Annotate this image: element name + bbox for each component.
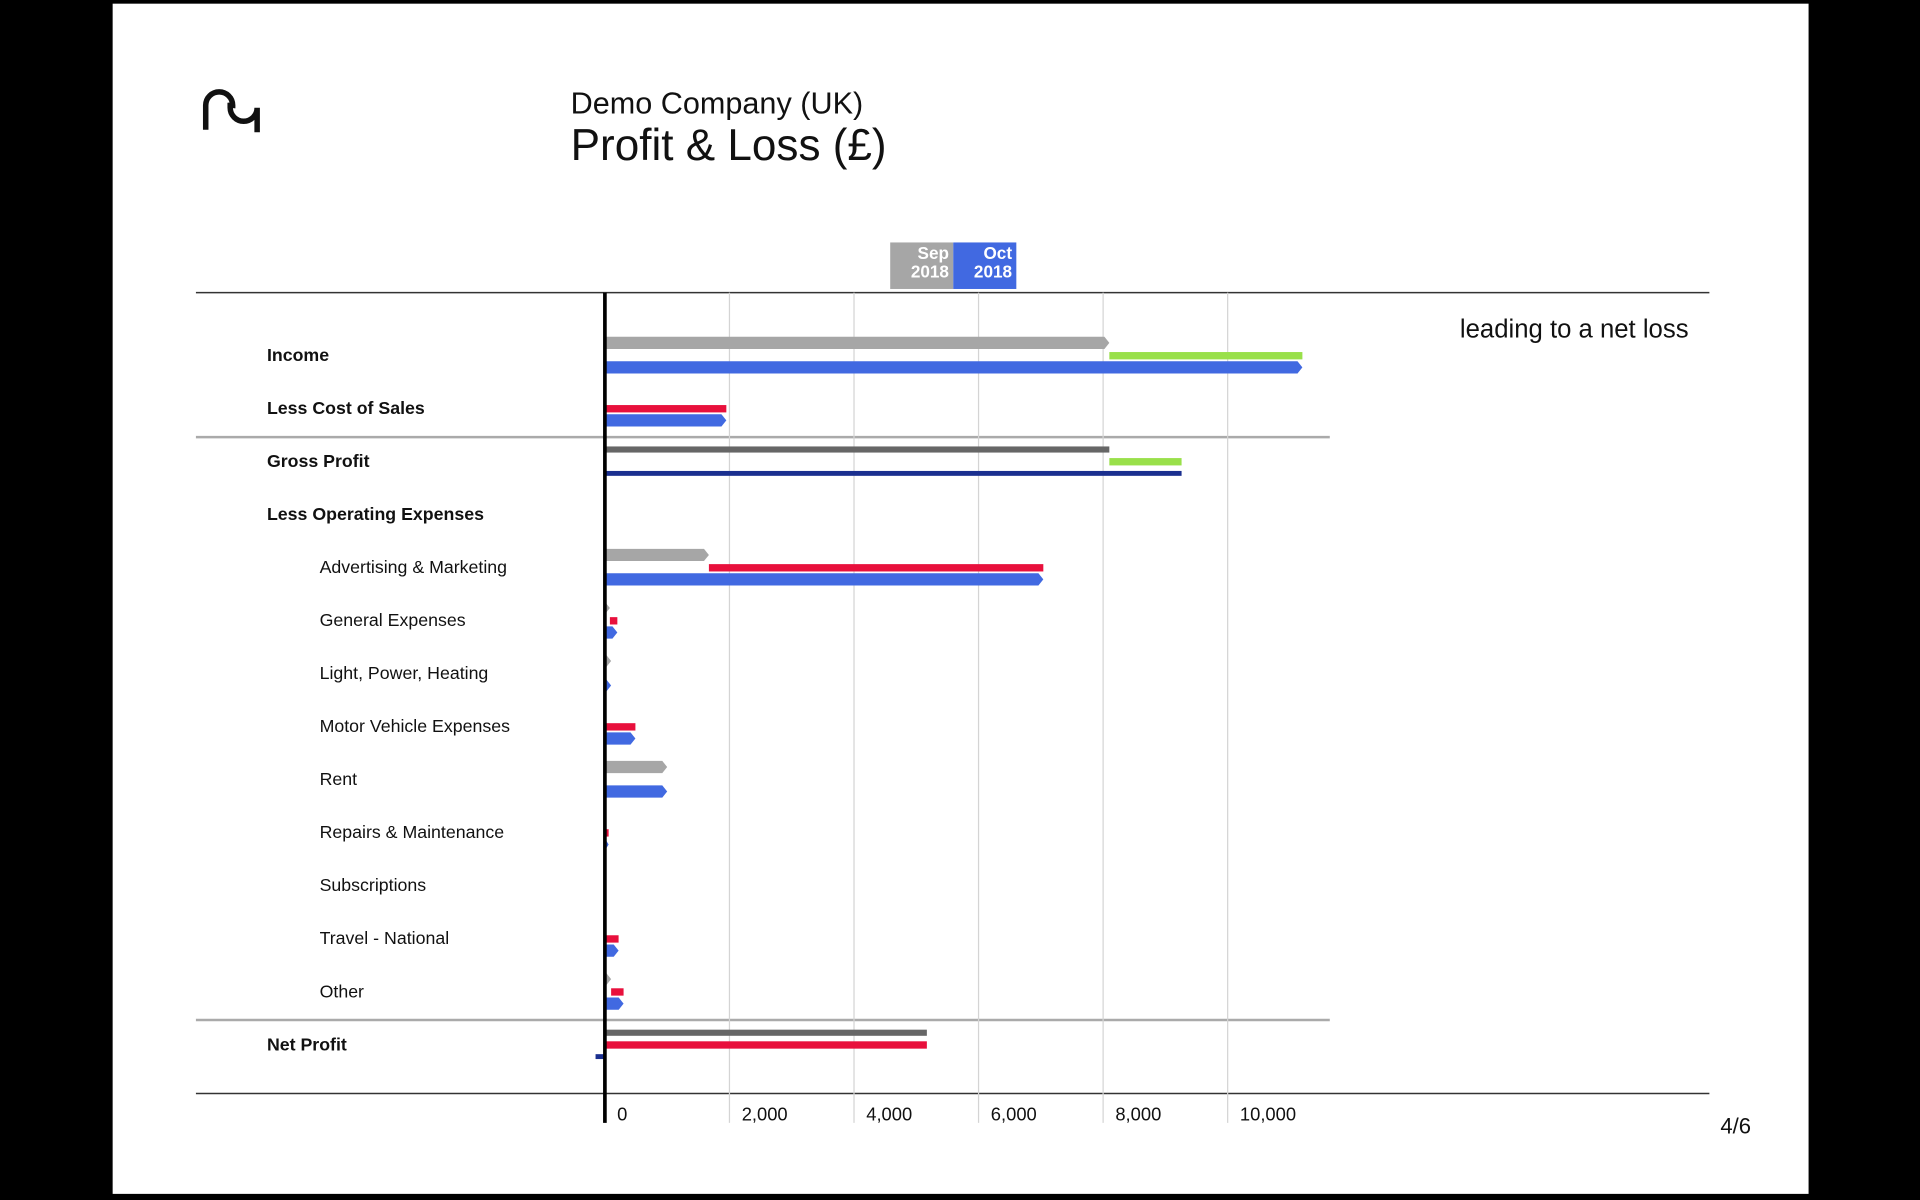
row-label: Less Cost of Sales [267, 398, 425, 418]
bar-sep [604, 760, 668, 774]
bar-oct [604, 997, 624, 1010]
row-label: Travel - National [320, 928, 450, 948]
bar-sep [604, 336, 1110, 349]
period-year: 2018 [911, 262, 949, 282]
bar-oct [604, 470, 1182, 476]
change-bar [604, 1041, 927, 1049]
x-tick-label: 0 [617, 1103, 627, 1124]
bar-sep [604, 446, 1110, 453]
period-year: 2018 [974, 262, 1012, 282]
row-label: Light, Power, Heating [320, 663, 489, 683]
change-bar [1109, 352, 1303, 360]
bar-oct [604, 732, 636, 745]
change-bar [604, 829, 609, 837]
change-bar [1109, 458, 1182, 466]
period-box [953, 242, 1017, 289]
chart-title: Profit & Loss (£) [571, 121, 887, 170]
x-tick-label: 10,000 [1240, 1103, 1296, 1124]
company: Demo Company (UK) [571, 86, 864, 120]
x-tick-label: 2,000 [742, 1103, 788, 1124]
bar-oct [604, 944, 619, 957]
row-label: Subscriptions [320, 875, 427, 895]
change-bar [604, 935, 619, 943]
bar-oct [604, 414, 727, 427]
bar-oct [604, 361, 1303, 374]
x-tick-label: 6,000 [991, 1103, 1037, 1124]
row-label: Gross Profit [267, 451, 370, 471]
row-label: Repairs & Maintenance [320, 822, 505, 842]
bar-oct [604, 626, 618, 639]
slide [112, 3, 1809, 1194]
row-label: Net Profit [267, 1034, 347, 1054]
bar-oct [595, 1054, 605, 1060]
change-bar [604, 405, 727, 413]
x-tick-label: 4,000 [866, 1103, 912, 1124]
page-number: 4/6 [1720, 1114, 1751, 1139]
period-month: Sep [918, 243, 949, 263]
period-box [890, 242, 954, 289]
row-label: Less Operating Expenses [267, 504, 484, 524]
bar-oct [604, 573, 1044, 586]
bar-sep [604, 1029, 927, 1036]
change-bar [708, 564, 1044, 572]
row-label: Rent [320, 769, 358, 789]
annotation: leading to a net loss [1460, 315, 1689, 343]
bar-oct [604, 785, 668, 798]
change-bar [611, 988, 624, 996]
logo [202, 89, 260, 133]
period-month: Oct [983, 243, 1012, 263]
row-label: Motor Vehicle Expenses [320, 716, 511, 736]
change-bar [609, 617, 618, 625]
x-tick-label: 8,000 [1115, 1103, 1161, 1124]
row-label: Advertising & Marketing [320, 557, 507, 577]
row-label: General Expenses [320, 610, 466, 630]
row-label: Income [267, 345, 329, 365]
bar-sep [604, 548, 709, 562]
row-label: Other [320, 981, 364, 1001]
change-bar [604, 723, 636, 731]
